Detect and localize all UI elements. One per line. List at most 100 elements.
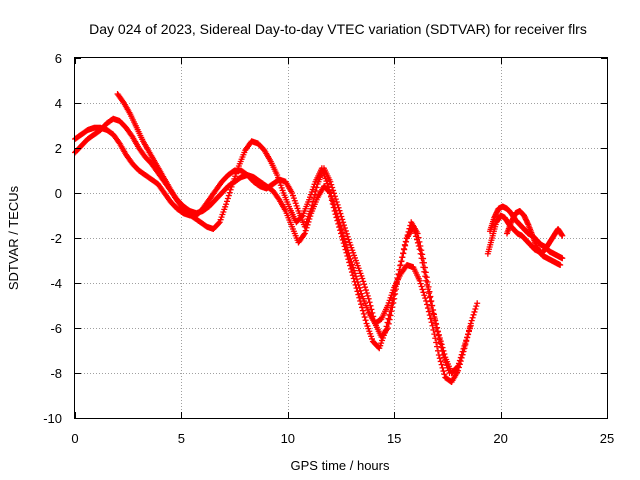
data-point	[474, 300, 481, 307]
data-point	[348, 265, 355, 272]
data-point	[406, 225, 413, 232]
data-point	[430, 307, 437, 313]
data-point	[392, 283, 399, 290]
data-point	[353, 285, 360, 292]
data-point	[473, 303, 480, 310]
y-tick-label: -4	[50, 276, 62, 291]
x-tick-label: 0	[71, 431, 78, 446]
x-tick-label: 15	[387, 431, 401, 446]
axis-ticks	[75, 58, 608, 419]
x-tick-label: 25	[600, 431, 614, 446]
data-point	[421, 292, 428, 299]
data-point	[428, 319, 435, 326]
data-point	[559, 255, 566, 262]
data-point	[358, 301, 365, 308]
data-point	[440, 368, 447, 375]
data-point	[329, 184, 336, 191]
data-point	[348, 269, 355, 276]
data-point	[351, 278, 358, 285]
data-point	[433, 339, 440, 346]
y-tick-label: -10	[43, 411, 62, 426]
x-tick-labels: 0 5 10 15 20 25	[71, 431, 614, 446]
data-point	[419, 251, 426, 258]
data-point	[429, 302, 436, 309]
data-point	[395, 271, 402, 277]
data-point	[429, 322, 436, 329]
data-point	[358, 290, 365, 297]
plot-frame	[74, 57, 608, 419]
data-point	[434, 328, 441, 335]
x-tick-label: 5	[178, 431, 185, 446]
data-point	[435, 332, 442, 339]
data-point	[356, 294, 363, 301]
data-point	[350, 275, 357, 282]
data-point	[402, 238, 409, 245]
data-point	[345, 236, 352, 243]
data-point	[394, 275, 401, 282]
data-point	[460, 345, 467, 352]
data-point	[432, 320, 439, 327]
data-point	[332, 211, 339, 218]
data-point	[302, 227, 309, 234]
x-tick-label: 20	[493, 431, 507, 446]
data-point	[338, 233, 345, 240]
data-point	[464, 334, 471, 341]
data-point	[360, 310, 367, 317]
data-point	[421, 264, 428, 271]
data-point	[340, 240, 347, 247]
data-point	[341, 222, 348, 229]
data-point	[364, 292, 371, 299]
data-point	[456, 357, 463, 364]
data-point	[332, 196, 339, 203]
data-point	[403, 235, 410, 242]
data-point	[359, 307, 366, 314]
data-point	[424, 279, 431, 286]
data-point	[335, 220, 342, 227]
data-series	[72, 91, 566, 385]
data-point	[355, 291, 362, 298]
y-tick-label: -8	[50, 366, 62, 381]
data-point	[431, 311, 438, 318]
data-point	[425, 308, 432, 315]
data-point	[396, 266, 403, 273]
data-point	[362, 317, 369, 324]
data-point	[387, 307, 394, 314]
data-point	[360, 278, 367, 285]
data-point	[439, 364, 446, 371]
data-point	[405, 228, 412, 235]
data-point	[467, 322, 474, 329]
data-point	[344, 253, 351, 259]
data-point	[339, 236, 346, 243]
data-point	[400, 250, 407, 257]
data-point	[420, 259, 427, 266]
data-point	[363, 289, 370, 296]
data-point	[359, 275, 366, 282]
data-point	[336, 224, 343, 231]
data-point	[366, 299, 373, 306]
data-point	[225, 192, 232, 199]
data-point	[341, 225, 348, 232]
data-point	[469, 314, 476, 321]
data-point	[427, 293, 434, 300]
data-point	[333, 214, 340, 221]
data-point	[224, 195, 231, 202]
data-point	[331, 208, 338, 214]
data-point	[368, 306, 375, 313]
data-point	[298, 213, 305, 220]
y-tick-label: -2	[50, 231, 62, 246]
data-point	[338, 230, 344, 237]
data-point	[362, 284, 369, 291]
data-point	[465, 331, 472, 338]
data-point	[465, 328, 472, 335]
data-point	[327, 193, 334, 200]
data-point	[227, 186, 234, 193]
data-point	[439, 348, 446, 355]
data-point	[334, 201, 341, 208]
data-point	[362, 287, 369, 294]
data-point	[463, 337, 470, 344]
data-point	[559, 232, 566, 239]
data-point	[329, 200, 336, 207]
data-point	[415, 234, 422, 241]
data-point	[437, 340, 444, 347]
